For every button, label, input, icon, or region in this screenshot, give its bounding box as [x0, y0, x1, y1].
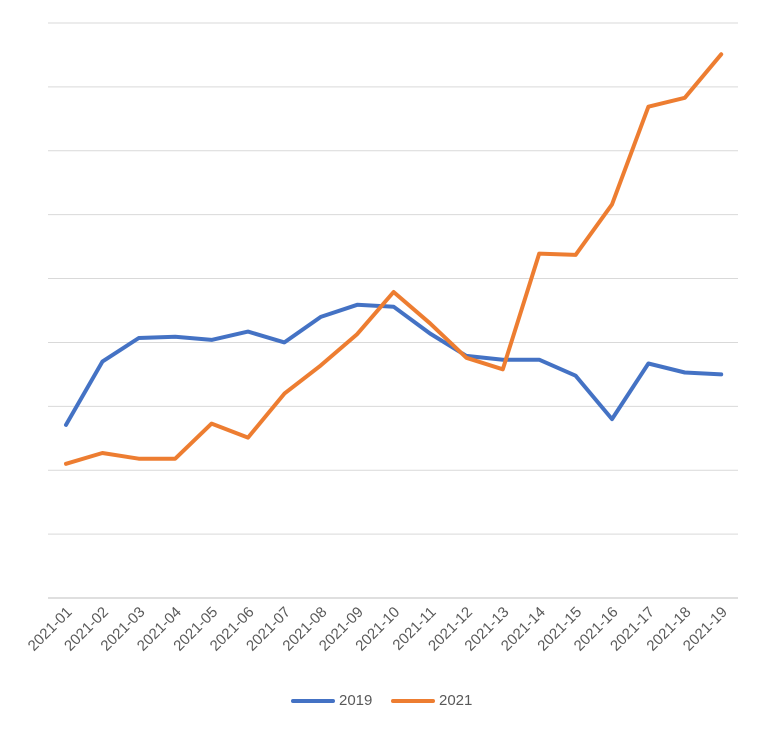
series-line-2021 — [64, 52, 724, 466]
gridlines — [48, 22, 738, 599]
legend-label-2019: 2019 — [339, 692, 372, 709]
x-axis-tick-labels: 2021-012021-022021-032021-042021-052021-… — [25, 604, 731, 655]
legend: 2019 2021 — [291, 692, 472, 709]
series-lines — [64, 52, 724, 466]
series-line-2019 — [64, 302, 724, 427]
legend-label-2021: 2021 — [439, 692, 472, 709]
